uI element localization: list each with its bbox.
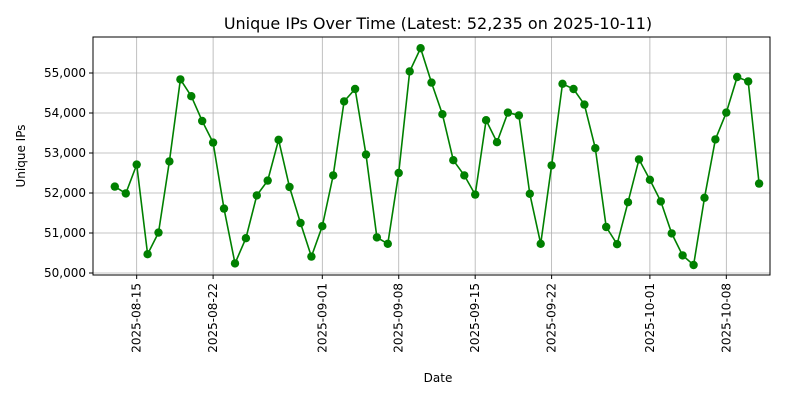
data-point (449, 156, 458, 165)
data-point (252, 191, 261, 200)
data-point (427, 78, 436, 87)
data-point (667, 229, 676, 238)
data-point (580, 100, 589, 109)
data-point (471, 190, 480, 199)
data-point (318, 222, 327, 231)
data-point (121, 189, 130, 198)
data-point (263, 176, 272, 185)
data-point (492, 138, 502, 147)
data-point (176, 75, 185, 84)
data-point (230, 259, 240, 268)
data-point (722, 108, 731, 117)
data-point (383, 239, 392, 248)
data-point (350, 84, 360, 94)
data-point (460, 171, 469, 180)
y-axis-ticks: 50,000 51,000 52,000 53,000 54,000 55,000 (44, 66, 93, 280)
data-point (481, 116, 491, 125)
x-axis-ticks: 2025-08-15 2025-08-22 2025-09-01 2025-09-08… (130, 275, 733, 353)
data-point (405, 67, 414, 76)
x-tick-label: 2025-09-01 (315, 283, 329, 353)
series-line (114, 46, 760, 267)
y-tick-label: 53,000 (44, 146, 86, 160)
data-point (219, 204, 229, 213)
data-point (678, 251, 687, 260)
data-point (754, 179, 764, 188)
data-point (744, 77, 753, 86)
data-point (536, 239, 545, 248)
chart-title: Unique IPs Over Time (Latest: 52,235 on … (224, 14, 652, 33)
data-point (514, 111, 524, 120)
y-axis-label: Unique IPs (14, 125, 28, 188)
data-point (525, 189, 534, 198)
data-point (372, 233, 382, 242)
data-point (208, 138, 218, 147)
data-point (274, 135, 283, 144)
y-tick-label: 51,000 (44, 226, 86, 240)
data-point (329, 171, 338, 180)
y-tick-label: 50,000 (44, 266, 86, 280)
x-tick-label: 2025-10-08 (719, 283, 733, 353)
grid-lines (93, 37, 770, 275)
x-tick-label: 2025-08-15 (130, 283, 144, 353)
series-points (110, 44, 764, 270)
x-tick-label: 2025-10-01 (643, 283, 657, 353)
y-tick-label: 52,000 (44, 186, 86, 200)
data-point (307, 252, 316, 261)
data-point (602, 222, 611, 232)
data-point (154, 228, 163, 237)
data-point (132, 160, 141, 169)
data-point (547, 161, 556, 170)
data-point (198, 116, 207, 126)
data-point (711, 135, 720, 144)
y-tick-label: 55,000 (44, 66, 86, 80)
data-point (700, 193, 709, 202)
x-tick-label: 2025-09-22 (545, 283, 559, 353)
data-point (296, 218, 305, 228)
data-point (438, 110, 447, 119)
data-point (165, 157, 174, 166)
data-point (361, 150, 371, 159)
data-point (558, 79, 567, 89)
data-point (645, 175, 655, 184)
data-point (503, 108, 513, 117)
data-point (634, 155, 644, 164)
data-point (143, 250, 152, 259)
x-axis-label: Date (424, 371, 453, 385)
data-point (241, 234, 251, 243)
data-point (569, 84, 578, 94)
x-tick-label: 2025-09-08 (392, 283, 406, 353)
data-point (612, 240, 622, 249)
data-point (623, 198, 633, 207)
data-point (187, 92, 196, 101)
data-point (110, 182, 120, 191)
data-point (733, 72, 742, 82)
data-point (591, 144, 600, 153)
y-tick-label: 54,000 (44, 106, 86, 120)
x-tick-label: 2025-08-22 (206, 283, 220, 353)
data-point (689, 260, 698, 270)
x-tick-label: 2025-09-15 (468, 283, 482, 353)
data-point (285, 182, 294, 192)
data-point (656, 197, 665, 206)
plot-area-frame (92, 36, 771, 276)
data-point (416, 44, 425, 53)
data-point (339, 97, 349, 106)
data-point (394, 168, 403, 178)
